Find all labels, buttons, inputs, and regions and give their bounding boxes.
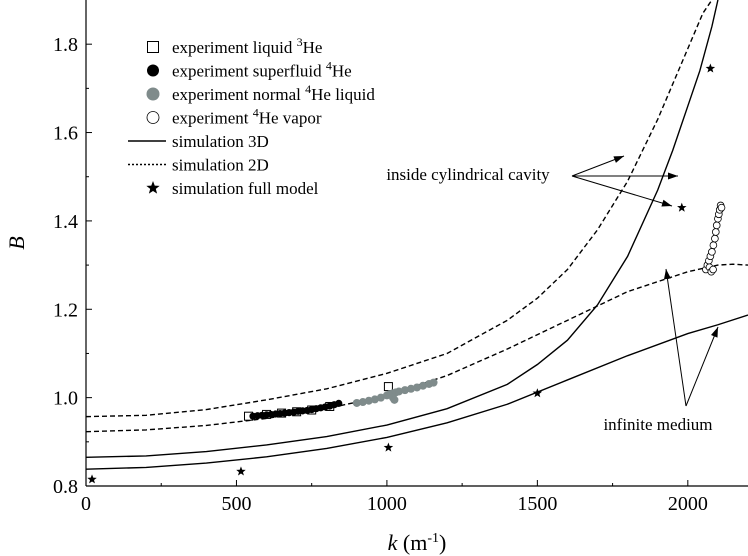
y-tick-label: 1.8: [53, 34, 78, 56]
series-line-simulation-2d-infinite: [86, 263, 748, 433]
x-tick-label: 1000: [367, 493, 407, 515]
point-experiment-normal-4he-liquid: [400, 386, 409, 395]
annotation-infinite: infinite medium: [603, 415, 712, 434]
point-experiment-normal-4he-liquid: [413, 383, 421, 392]
legend-label-5: simulation 2D: [172, 156, 269, 175]
point-experiment-4he-vapor: [717, 203, 726, 212]
legend-label-6: simulation full model: [172, 179, 319, 198]
point-experiment-normal-4he-liquid: [358, 398, 367, 407]
legend-label-3: experiment 4He vapor: [172, 106, 322, 128]
legend-marker: [146, 87, 160, 101]
y-tick-label: 0.8: [53, 476, 78, 498]
point-simulation-full-model: [532, 388, 543, 398]
y-tick-label: 1.4: [53, 211, 78, 233]
series-line-simulation-3d-infinite: [86, 314, 748, 470]
point-experiment-4he-vapor: [709, 241, 718, 250]
arrow-infinite-3d: [685, 326, 719, 407]
point-simulation-full-model: [677, 202, 687, 212]
point-experiment-normal-4he-liquid: [419, 381, 428, 390]
point-experiment-liquid-3he: [383, 382, 393, 392]
legend-marker: [146, 181, 160, 194]
series-line-simulation-3d-cavity: [86, 0, 719, 458]
legend-marker: [147, 41, 159, 53]
point-experiment-normal-4he-liquid: [406, 384, 415, 393]
legend-label-4: simulation 3D: [172, 132, 269, 151]
x-tick-label: 0: [81, 493, 91, 515]
x-tick-label: 500: [221, 493, 251, 515]
point-experiment-4he-vapor: [712, 228, 720, 236]
arrow-infinite-3d-head: [711, 327, 718, 338]
point-experiment-normal-4he-liquid: [390, 395, 399, 404]
point-simulation-full-model: [236, 466, 246, 476]
point-experiment-normal-4he-liquid: [364, 396, 373, 405]
point-experiment-normal-4he-liquid: [376, 393, 385, 402]
arrow-infinite-2d: [665, 268, 687, 407]
legend-label-0: experiment liquid 3He: [172, 35, 322, 57]
axes: 0 500 1000 1500 2000 0.8 1.0 1.2 1.4 1.6 1.8 k (m-1…: [4, 0, 748, 555]
point-experiment-4he-vapor: [708, 248, 716, 256]
point-experiment-4he-vapor: [712, 221, 721, 230]
series-line-simulation-2d-cavity: [86, 0, 713, 418]
point-experiment-normal-4he-liquid: [370, 395, 379, 404]
point-simulation-full-model: [705, 63, 716, 73]
annotation-cavity: inside cylindrical cavity: [386, 165, 550, 184]
arrow-cavity-2d-head: [613, 156, 624, 163]
point-experiment-superfluid-4he: [335, 399, 343, 407]
y-axis-label: B: [4, 236, 29, 249]
arrow-cavity-star-head: [661, 199, 672, 207]
x-tick-label: 1500: [517, 493, 557, 515]
annotations: inside cylindrical cavity infinite medium: [386, 155, 719, 434]
y-tick-label: 1.2: [53, 299, 78, 321]
y-tick-label: 1.0: [53, 388, 78, 410]
plot-area: [86, 0, 748, 484]
y-tick-label: 1.6: [53, 123, 78, 145]
point-simulation-full-model: [383, 442, 394, 452]
point-experiment-normal-4he-liquid: [394, 387, 403, 396]
arrow-infinite-2d-head: [663, 269, 671, 280]
point-experiment-normal-4he-liquid: [429, 378, 438, 387]
x-axis-label: k (m-1): [388, 530, 447, 555]
arrow-cavity-3d-head: [668, 172, 678, 180]
x-tick-label: 2000: [668, 493, 708, 515]
point-experiment-4he-vapor: [709, 265, 717, 274]
point-experiment-normal-4he-liquid: [352, 398, 361, 407]
legend-label-2: experiment normal 4He liquid: [172, 82, 375, 104]
legend-marker: [146, 111, 160, 124]
arrow-cavity-star: [571, 175, 673, 207]
point-simulation-full-model: [87, 474, 97, 484]
legend-marker: [147, 64, 159, 77]
legend-label-1: experiment superfluid 4He: [172, 59, 352, 81]
point-experiment-4he-vapor: [711, 234, 719, 243]
